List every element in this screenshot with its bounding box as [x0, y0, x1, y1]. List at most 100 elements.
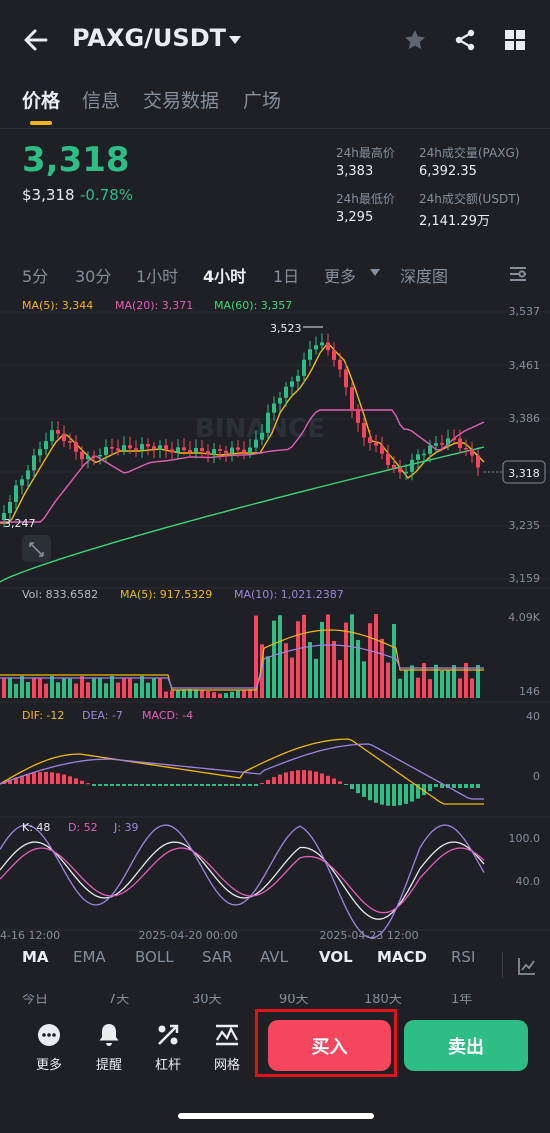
candle-body	[422, 453, 426, 456]
volume-bar	[470, 678, 474, 698]
tab-info[interactable]: 信息	[82, 90, 121, 112]
macd-bar	[116, 784, 120, 786]
candle-body	[458, 438, 462, 448]
period-7d[interactable]: 7天	[108, 994, 130, 1007]
macd-bar	[266, 779, 270, 784]
tab-trading-data[interactable]: 交易数据	[143, 90, 220, 112]
binance-watermark: BINANCE	[195, 414, 325, 444]
indicator-ma[interactable]: MA	[22, 948, 49, 966]
more-label[interactable]: 更多	[35, 1058, 62, 1073]
macd-bar	[458, 784, 462, 788]
margin-label[interactable]: 杠杆	[154, 1058, 181, 1073]
margin-icon[interactable]	[155, 1022, 181, 1048]
more-icon[interactable]	[36, 1022, 62, 1048]
volume-bar	[74, 683, 78, 698]
chart-settings-icon[interactable]	[508, 265, 528, 283]
volume-bar	[140, 676, 144, 698]
interval-4h[interactable]: 4小时	[203, 267, 247, 286]
y-tick: 3,461	[509, 359, 541, 372]
volume-bar	[236, 690, 240, 698]
volume-bar	[2, 678, 6, 698]
grid-label[interactable]: 网格	[213, 1058, 240, 1073]
candle-body	[44, 441, 48, 450]
candle-body	[98, 454, 102, 457]
period-1y[interactable]: 1年	[451, 994, 473, 1007]
bell-icon[interactable]	[96, 1022, 122, 1048]
indicator-sar[interactable]: SAR	[202, 948, 233, 966]
alert-label[interactable]: 提醒	[95, 1058, 122, 1073]
macd-bar	[206, 784, 210, 786]
candle-body	[32, 455, 36, 471]
kdj-tick: 100.0	[509, 832, 541, 845]
macd-bar	[302, 770, 306, 784]
macd-bar	[338, 781, 342, 784]
pair-title[interactable]: PAXG/USDT	[72, 24, 226, 52]
interval-1h[interactable]: 1小时	[136, 267, 179, 286]
candle-body	[410, 459, 414, 472]
interval-5m[interactable]: 5分	[22, 267, 49, 286]
kline-chart[interactable]: BINANCE MA(5): 3,344 MA(20): 3,371 MA(60…	[0, 290, 550, 945]
interval-more[interactable]: 更多	[324, 267, 357, 286]
candle-body	[428, 445, 432, 454]
volume-bar	[146, 682, 150, 698]
interval-30m[interactable]: 30分	[75, 267, 112, 286]
pair-dropdown-icon[interactable]	[229, 36, 241, 44]
candle-body	[272, 403, 276, 413]
tab-price[interactable]: 价格	[22, 90, 61, 112]
macd-bar	[236, 784, 240, 786]
macd-bar	[470, 784, 474, 788]
vol-legend: Vol: 833.6582	[22, 588, 98, 601]
volume-bar	[8, 677, 12, 698]
candle-body	[230, 447, 234, 454]
macd-bar	[134, 784, 138, 786]
candle-body	[440, 443, 444, 445]
back-arrow-icon[interactable]	[22, 26, 50, 54]
volume-bar	[224, 693, 228, 698]
indicator-boll[interactable]: BOLL	[135, 948, 174, 966]
sell-button[interactable]: 卖出	[404, 1020, 528, 1071]
stat-value-24h-high: 3,383	[336, 164, 374, 179]
candle-body	[92, 455, 96, 458]
macd-bar	[308, 770, 312, 784]
indicator-macd[interactable]: MACD	[377, 948, 427, 966]
favorite-star-icon[interactable]	[403, 28, 427, 52]
macd-bar	[62, 774, 66, 784]
indicator-vol[interactable]: VOL	[319, 948, 353, 966]
volume-bar	[164, 691, 168, 698]
candle-body	[14, 485, 18, 502]
ma60-line	[0, 446, 485, 583]
macd-bar	[410, 784, 414, 802]
more-caret-icon[interactable]	[370, 269, 380, 276]
interval-1d[interactable]: 1日	[273, 267, 300, 286]
buy-button[interactable]: 买入	[268, 1020, 391, 1071]
vol-ma10-legend: MA(10): 1,021.2387	[234, 588, 344, 601]
indicator-ema[interactable]: EMA	[73, 948, 106, 966]
ma60-legend: MA(60): 3,357	[214, 299, 292, 312]
candle-body	[326, 342, 330, 351]
stat-label-24h-volume: 24h成交量(PAXG)	[419, 146, 520, 160]
macd-bar	[230, 784, 234, 786]
indicator-rsi[interactable]: RSI	[451, 948, 476, 966]
macd-bar	[50, 772, 54, 784]
candle-body	[278, 397, 282, 404]
depth-chart-tab[interactable]: 深度图	[400, 267, 449, 286]
candle-body	[134, 448, 138, 450]
share-icon[interactable]	[453, 28, 477, 52]
tab-square[interactable]: 广场	[243, 90, 282, 112]
volume-bar	[194, 689, 198, 698]
indicator-settings-icon[interactable]	[518, 957, 536, 975]
grid-bot-icon[interactable]	[214, 1022, 240, 1048]
period-30d[interactable]: 30天	[192, 994, 222, 1007]
k-legend: K: 48	[22, 821, 50, 834]
macd-bar	[80, 780, 84, 784]
app-grid-icon[interactable]	[504, 29, 526, 51]
candle-body	[374, 442, 378, 446]
volume-bar	[176, 689, 180, 698]
period-today[interactable]: 今日	[22, 994, 49, 1007]
volume-bar	[410, 665, 414, 698]
candle-body	[398, 467, 402, 473]
last-price: 3,318	[22, 140, 130, 180]
indicator-avl[interactable]: AVL	[260, 948, 288, 966]
period-90d[interactable]: 90天	[279, 994, 309, 1007]
period-180d[interactable]: 180天	[364, 994, 402, 1007]
